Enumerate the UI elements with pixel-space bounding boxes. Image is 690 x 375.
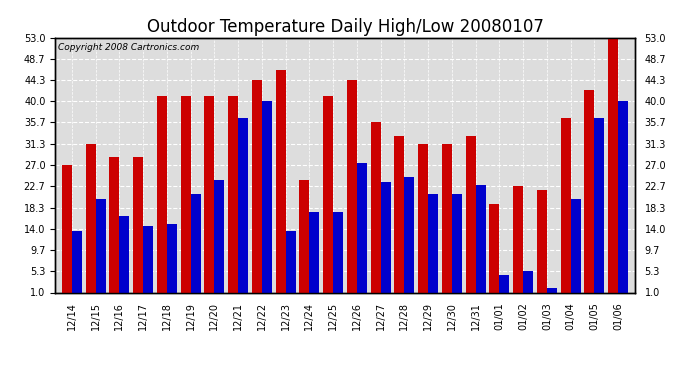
Bar [537,189,547,297]
Bar [571,200,581,297]
Bar [357,162,367,297]
Bar [523,272,533,297]
Bar [109,157,119,297]
Bar [500,275,509,297]
Bar [238,118,248,297]
Bar [204,96,215,297]
Bar [381,182,391,297]
Bar [143,226,153,297]
Bar [608,38,618,297]
Bar [547,288,557,297]
Bar [167,224,177,297]
Bar [62,165,72,297]
Bar [428,194,438,297]
Bar [561,118,571,297]
Bar [404,177,415,297]
Bar [513,186,523,297]
Bar [72,231,82,297]
Bar [299,180,309,297]
Bar [594,118,604,297]
Bar [333,211,343,297]
Bar [323,96,333,297]
Bar [119,216,129,297]
Bar [395,136,404,297]
Bar [190,194,201,297]
Text: Copyright 2008 Cartronics.com: Copyright 2008 Cartronics.com [58,43,199,52]
Bar [215,180,224,297]
Bar [371,122,381,297]
Bar [96,200,106,297]
Bar [262,101,272,297]
Bar [275,70,286,297]
Bar [418,144,428,297]
Bar [157,96,167,297]
Bar [86,144,96,297]
Bar [584,90,594,297]
Bar [181,96,190,297]
Bar [347,80,357,297]
Bar [489,204,500,297]
Bar [442,144,452,297]
Bar [286,231,295,297]
Bar [228,96,238,297]
Bar [475,184,486,297]
Bar [466,136,475,297]
Bar [252,80,262,297]
Bar [618,101,628,297]
Bar [452,194,462,297]
Title: Outdoor Temperature Daily High/Low 20080107: Outdoor Temperature Daily High/Low 20080… [146,18,544,36]
Bar [309,211,319,297]
Bar [133,157,143,297]
